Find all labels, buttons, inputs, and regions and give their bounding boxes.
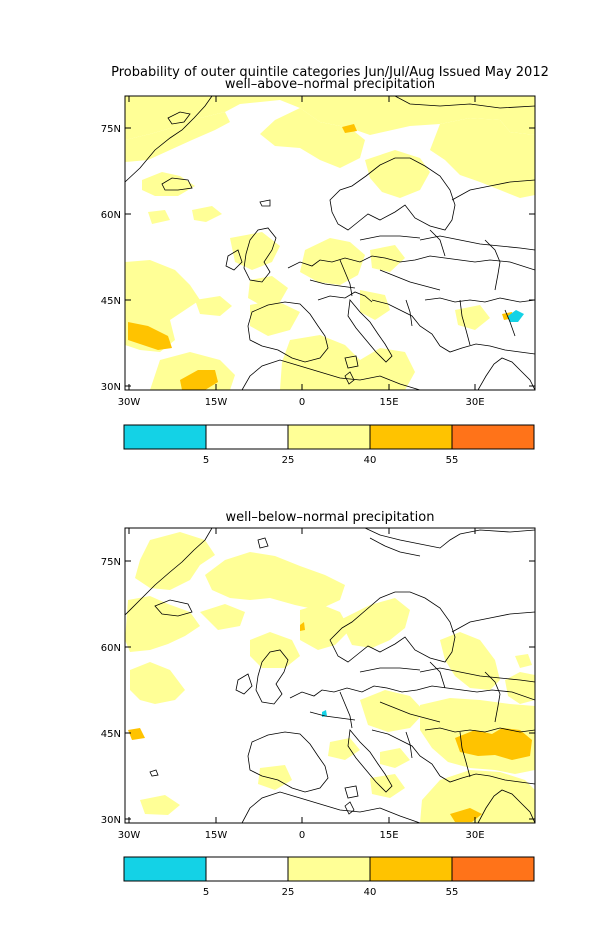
lat-label-60n: 60N bbox=[101, 643, 121, 654]
colorbar-label: 5 bbox=[203, 887, 209, 898]
lat-label-75n: 75N bbox=[101, 557, 121, 568]
lat-label-60n: 60N bbox=[101, 210, 121, 221]
lat-label-30n: 30N bbox=[101, 382, 121, 393]
probability-shading bbox=[125, 532, 535, 823]
lon-label-0: 0 bbox=[299, 830, 305, 841]
panel-2-subtitle: well–below–normal precipitation bbox=[225, 510, 435, 525]
colorbar-segment bbox=[370, 425, 452, 449]
colorbar-segment bbox=[206, 425, 288, 449]
lon-label-15w: 15W bbox=[205, 830, 228, 841]
lat-label-30n: 30N bbox=[101, 815, 121, 826]
lon-label-15e: 15E bbox=[379, 830, 398, 841]
colorbar-1: 5 25 40 55 bbox=[123, 424, 535, 466]
axis-ticks bbox=[125, 96, 535, 390]
colorbar-label: 40 bbox=[364, 887, 377, 898]
lon-label-30w: 30W bbox=[118, 830, 141, 841]
colorbar-segment bbox=[370, 857, 452, 881]
figure-title: Probability of outer quintile categories… bbox=[111, 65, 549, 80]
lat-label-45n: 45N bbox=[101, 729, 121, 740]
lat-label-45n: 45N bbox=[101, 296, 121, 307]
colorbar-segment bbox=[452, 425, 534, 449]
coastlines bbox=[125, 528, 535, 823]
panel-1-subtitle: well–above–normal precipitation bbox=[224, 77, 436, 92]
map-panel-above: 75N 60N 45N 30N 30W 15W 0 15E 30E 5 25 4… bbox=[101, 95, 536, 466]
colorbar-label: 55 bbox=[446, 887, 459, 898]
lat-label-75n: 75N bbox=[101, 124, 121, 135]
lon-label-0: 0 bbox=[299, 397, 305, 408]
colorbar-label: 55 bbox=[446, 455, 459, 466]
colorbar-label: 5 bbox=[203, 455, 209, 466]
colorbar-2: 5 25 40 55 bbox=[123, 856, 535, 898]
map-border bbox=[124, 95, 536, 391]
lon-label-30w: 30W bbox=[118, 397, 141, 408]
colorbar-label: 25 bbox=[282, 887, 295, 898]
colorbar-segment bbox=[124, 425, 206, 449]
colorbar-label: 25 bbox=[282, 455, 295, 466]
map-panel-below: 75N 60N 45N 30N 30W 15W 0 15E 30E 5 25 4… bbox=[101, 527, 536, 898]
colorbar-segment bbox=[124, 857, 206, 881]
lon-label-30e: 30E bbox=[465, 830, 484, 841]
lon-label-15w: 15W bbox=[205, 397, 228, 408]
lon-label-15e: 15E bbox=[379, 397, 398, 408]
coastlines bbox=[125, 96, 535, 390]
lon-label-30e: 30E bbox=[465, 397, 484, 408]
colorbar-segment bbox=[452, 857, 534, 881]
colorbar-segment bbox=[206, 857, 288, 881]
probability-shading bbox=[125, 96, 535, 390]
colorbar-segment bbox=[288, 857, 370, 881]
axis-ticks bbox=[125, 528, 535, 823]
colorbar-label: 40 bbox=[364, 455, 377, 466]
colorbar-segment bbox=[288, 425, 370, 449]
map-border bbox=[124, 527, 536, 824]
